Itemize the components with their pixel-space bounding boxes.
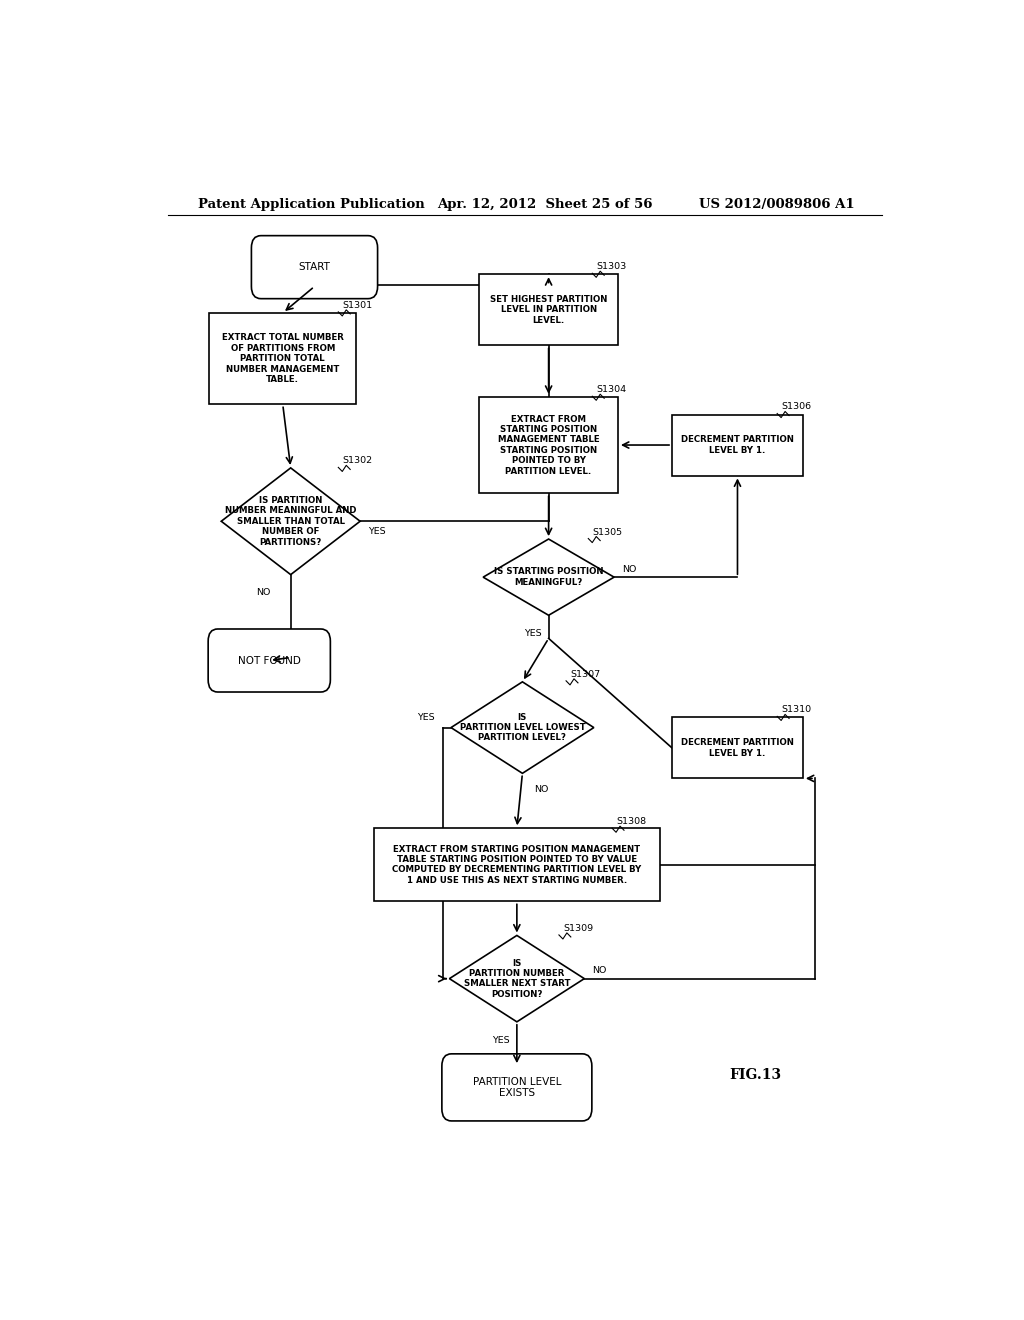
Text: US 2012/0089806 A1: US 2012/0089806 A1: [699, 198, 855, 211]
Text: NO: NO: [592, 966, 606, 975]
FancyBboxPatch shape: [442, 1053, 592, 1121]
Bar: [209, 313, 356, 404]
Polygon shape: [221, 467, 360, 574]
Text: DECREMENT PARTITION
LEVEL BY 1.: DECREMENT PARTITION LEVEL BY 1.: [681, 738, 794, 758]
Text: Patent Application Publication: Patent Application Publication: [198, 198, 425, 211]
Text: S1308: S1308: [616, 817, 646, 826]
Text: DECREMENT PARTITION
LEVEL BY 1.: DECREMENT PARTITION LEVEL BY 1.: [681, 436, 794, 454]
Text: S1303: S1303: [596, 263, 627, 271]
FancyBboxPatch shape: [252, 236, 378, 298]
Text: S1304: S1304: [596, 385, 627, 395]
Bar: [672, 718, 803, 779]
Text: S1301: S1301: [342, 301, 373, 310]
Text: EXTRACT FROM STARTING POSITION MANAGEMENT
TABLE STARTING POSITION POINTED TO BY : EXTRACT FROM STARTING POSITION MANAGEMEN…: [392, 845, 641, 884]
Text: EXTRACT TOTAL NUMBER
OF PARTITIONS FROM
PARTITION TOTAL
NUMBER MANAGEMENT
TABLE.: EXTRACT TOTAL NUMBER OF PARTITIONS FROM …: [222, 334, 344, 384]
Text: S1310: S1310: [781, 705, 811, 714]
Text: IS
PARTITION LEVEL LOWEST
PARTITION LEVEL?: IS PARTITION LEVEL LOWEST PARTITION LEVE…: [460, 713, 586, 742]
Polygon shape: [451, 682, 594, 774]
FancyBboxPatch shape: [208, 630, 331, 692]
Text: S1307: S1307: [570, 669, 600, 678]
Text: YES: YES: [417, 713, 434, 722]
Text: NO: NO: [256, 589, 270, 598]
Bar: [374, 828, 659, 902]
Text: S1306: S1306: [781, 403, 811, 412]
Text: Apr. 12, 2012  Sheet 25 of 56: Apr. 12, 2012 Sheet 25 of 56: [437, 198, 653, 211]
Polygon shape: [483, 539, 614, 615]
Text: YES: YES: [493, 1036, 510, 1044]
Text: S1302: S1302: [342, 457, 373, 466]
Text: PARTITION LEVEL
EXISTS: PARTITION LEVEL EXISTS: [473, 1077, 561, 1098]
Text: NO: NO: [535, 785, 549, 795]
Text: EXTRACT FROM
STARTING POSITION
MANAGEMENT TABLE
STARTING POSITION
POINTED TO BY
: EXTRACT FROM STARTING POSITION MANAGEMEN…: [498, 414, 599, 475]
Text: IS
PARTITION NUMBER
SMALLER NEXT START
POSITION?: IS PARTITION NUMBER SMALLER NEXT START P…: [464, 958, 570, 999]
Text: NOT FOUND: NOT FOUND: [238, 656, 301, 665]
Text: SET HIGHEST PARTITION
LEVEL IN PARTITION
LEVEL.: SET HIGHEST PARTITION LEVEL IN PARTITION…: [489, 294, 607, 325]
Text: S1309: S1309: [563, 924, 593, 933]
Text: IS PARTITION
NUMBER MEANINGFUL AND
SMALLER THAN TOTAL
NUMBER OF
PARTITIONS?: IS PARTITION NUMBER MEANINGFUL AND SMALL…: [225, 496, 356, 546]
Text: START: START: [299, 263, 331, 272]
Bar: [479, 275, 618, 346]
Text: IS STARTING POSITION
MEANINGFUL?: IS STARTING POSITION MEANINGFUL?: [494, 568, 603, 587]
Polygon shape: [450, 936, 585, 1022]
Text: FIG.13: FIG.13: [729, 1068, 781, 1082]
Text: S1305: S1305: [592, 528, 623, 536]
Text: YES: YES: [524, 630, 542, 638]
Bar: [672, 414, 803, 475]
Bar: [479, 397, 618, 494]
Text: NO: NO: [622, 565, 636, 573]
Text: YES: YES: [368, 527, 386, 536]
